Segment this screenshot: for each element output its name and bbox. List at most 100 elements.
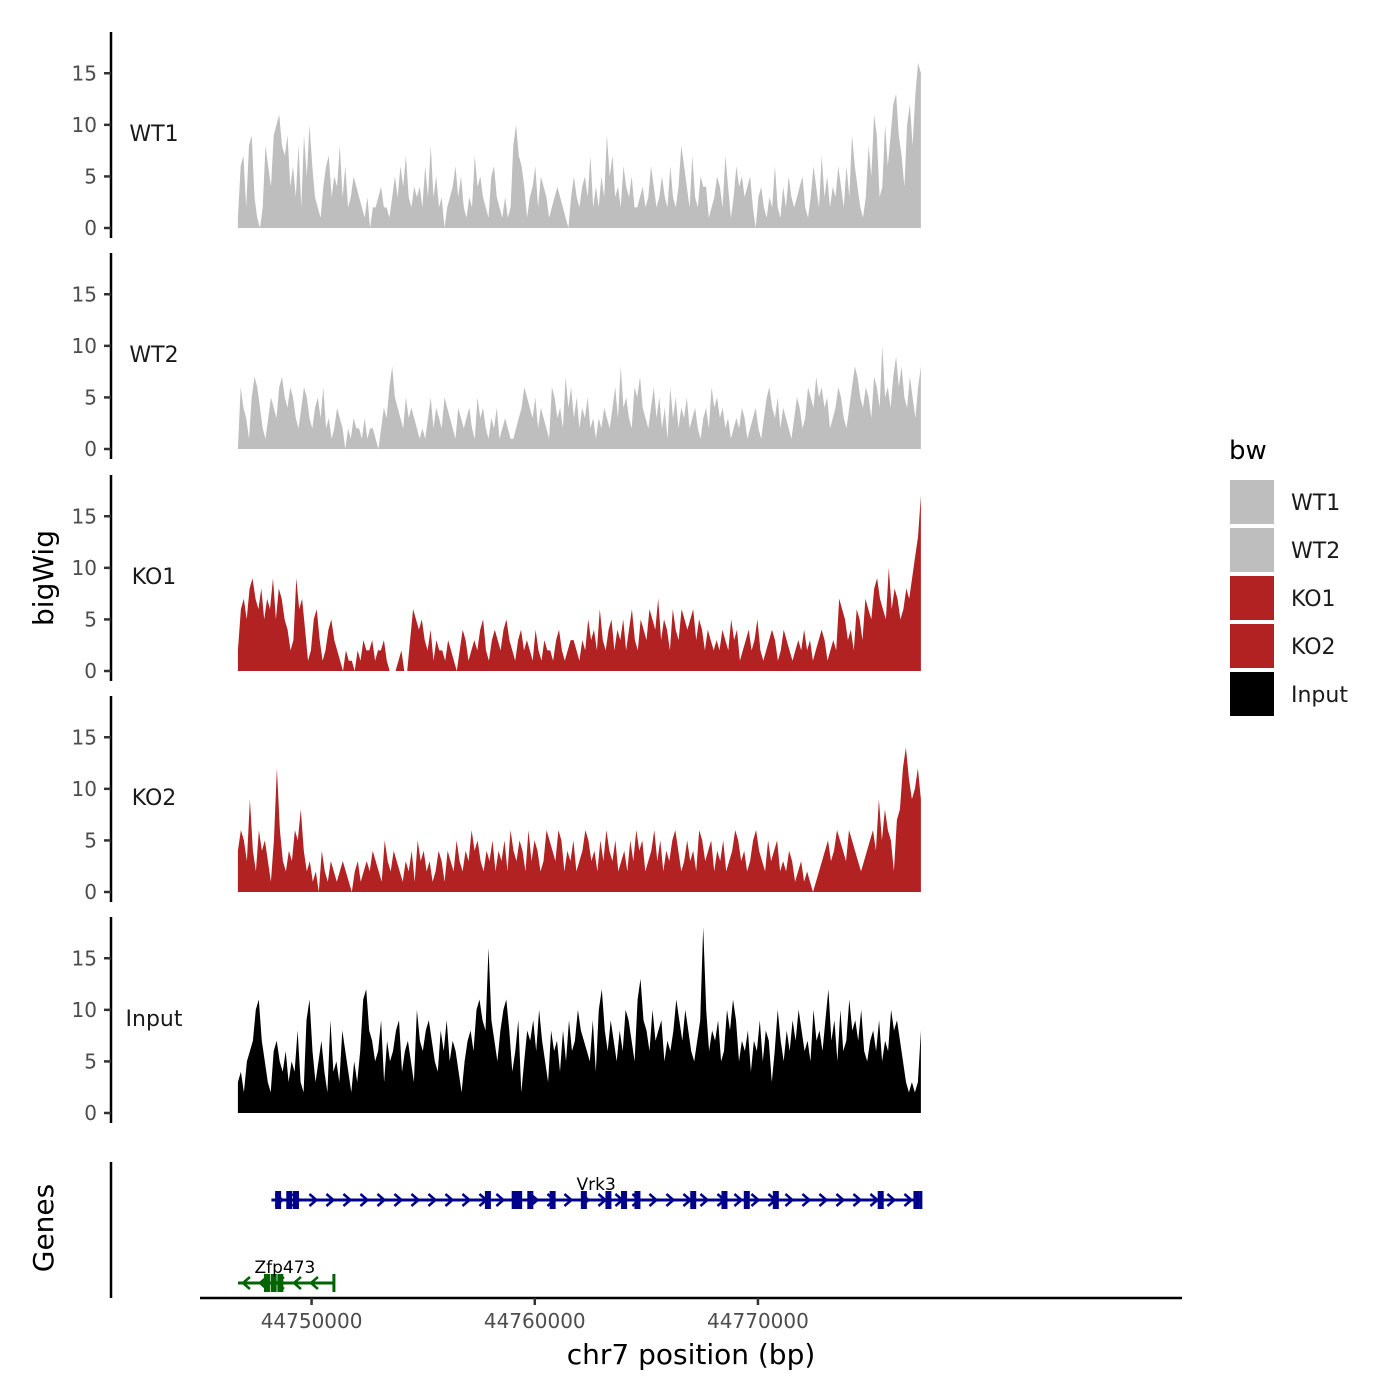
legend: bw WT1 WT2 KO1 KO2 Input [1229,436,1348,716]
y-tick-label: 15 [72,504,97,528]
y-tick-label: 5 [84,607,97,631]
strand-arrow [309,1276,319,1290]
x-tick-label: 44760000 [484,1309,586,1333]
legend-title: bw [1229,436,1267,466]
legend-items: WT1 WT2 KO1 KO2 Input [1230,480,1348,716]
gene-zfp473: Zfp473 [237,1258,336,1292]
strand-arrow [461,1193,472,1207]
gene-label: Zfp473 [254,1258,315,1278]
strand-arrow [886,1193,897,1207]
x-tick-label: 44770000 [707,1309,809,1333]
exon [275,1191,282,1209]
exon [277,1274,284,1292]
strand-arrow [325,1193,336,1207]
legend-swatch [1230,576,1274,620]
y-tick-label: 10 [72,556,97,580]
track-label: KO2 [132,786,177,811]
legend-item-input: Input [1230,672,1348,716]
strand-arrow [359,1193,370,1207]
exon [772,1191,779,1209]
gene-panel: Genes Vrk3 Zfp473 [27,1162,923,1298]
strand-arrow [869,1193,880,1207]
legend-item-wt1: WT1 [1230,480,1340,524]
y-tick-label: 0 [84,216,97,240]
exon [263,1274,270,1292]
track-label: WT1 [129,122,178,147]
x-axis-title: chr7 position (bp) [567,1338,816,1371]
track-label: KO1 [132,565,177,590]
legend-item-ko2: KO2 [1230,624,1336,668]
exon [743,1191,750,1209]
legend-label: WT2 [1291,539,1340,564]
y-tick-label: 5 [84,385,97,409]
y-tick-label: 0 [84,880,97,904]
exon [484,1191,491,1209]
strand-arrow [733,1193,744,1207]
strand-arrow [818,1193,829,1207]
y-axis-title: bigWig [27,530,60,626]
track-wt1: 0 5 10 15 WT1 [72,32,921,240]
strand-arrow [750,1193,761,1207]
y-tick-label: 5 [84,828,97,852]
coverage-area-wt2 [237,345,921,449]
legend-label: WT1 [1291,491,1340,516]
bigwig-tracks: 0 5 10 15 WT1 0 5 10 15 WT2 0 5 10 15 KO1 0 5 10 15 KO2 0 5 10… [72,32,921,1125]
y-tick-label: 10 [72,777,97,801]
x-axis: 44750000 44760000 44770000 chr7 position (… [200,1296,1182,1371]
exon [605,1191,612,1209]
legend-swatch [1230,624,1274,668]
strand-arrow [342,1193,353,1207]
strand-arrow [903,1193,914,1207]
y-tick-label: 15 [72,946,97,970]
strand-arrow [699,1193,710,1207]
strand-arrow [495,1193,506,1207]
track-wt2: 0 5 10 15 WT2 [72,253,921,461]
exon [511,1191,518,1209]
strand-arrow [241,1276,251,1290]
y-tick-label: 15 [72,282,97,306]
exon [270,1274,277,1292]
legend-item-wt2: WT2 [1230,528,1340,572]
legend-item-ko1: KO1 [1230,576,1336,620]
track-label: Input [126,1007,183,1032]
coverage-area-wt1 [237,62,921,229]
exon [527,1191,534,1209]
coverage-area-ko1 [237,495,921,671]
y-tick-label: 10 [72,334,97,358]
exon [286,1191,293,1209]
strand-arrow [410,1193,421,1207]
y-tick-label: 0 [84,437,97,461]
legend-label: Input [1291,683,1348,708]
legend-swatch [1230,480,1274,524]
track-input: 0 5 10 15 Input [72,917,921,1125]
y-tick-label: 15 [72,61,97,85]
genes-axis-title: Genes [27,1184,60,1272]
exon [549,1191,556,1209]
strand-arrow [597,1193,608,1207]
legend-swatch [1230,672,1274,716]
gene-label: Vrk3 [577,1175,616,1195]
strand-arrow [648,1193,659,1207]
strand-arrow [852,1193,863,1207]
track-label: WT2 [129,343,178,368]
strand-arrow [801,1193,812,1207]
strand-arrow [308,1193,319,1207]
y-tick-label: 15 [72,725,97,749]
track-ko1: 0 5 10 15 KO1 [72,475,921,683]
exon [721,1191,728,1209]
y-tick-label: 5 [84,1049,97,1073]
strand-arrow [835,1193,846,1207]
strand-arrow [665,1193,676,1207]
x-tick-label: 44750000 [261,1309,363,1333]
y-tick-label: 10 [72,113,97,137]
coverage-area-input [237,927,921,1113]
exon [634,1191,641,1209]
strand-arrow [393,1193,404,1207]
y-tick-label: 0 [84,659,97,683]
coverage-area-ko2 [237,747,921,892]
y-tick-label: 0 [84,1101,97,1125]
gene-vrk3: Vrk3 [271,1175,923,1209]
legend-label: KO2 [1291,635,1336,660]
x-ticks: 44750000 44760000 44770000 [261,1298,809,1333]
